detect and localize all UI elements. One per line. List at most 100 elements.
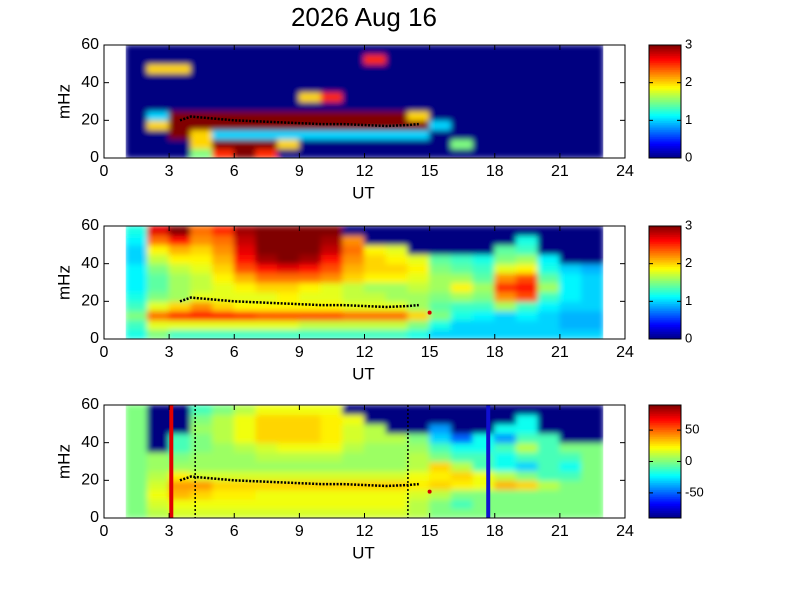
colorbar-stripe (649, 234, 681, 237)
heatmap-cell (450, 148, 474, 158)
heatmap-cell (125, 101, 148, 112)
heatmap-cell (364, 442, 387, 453)
heatmap-cell (190, 291, 214, 302)
heatmap-cell (233, 244, 257, 255)
colorbar-stripe (649, 443, 681, 446)
heatmap-cell (385, 461, 409, 472)
colorbar-stripe (649, 238, 681, 241)
heatmap-cell (320, 148, 344, 158)
heatmap-cell (125, 451, 148, 462)
heatmap-cell (342, 110, 365, 121)
x-axis-label: UT (352, 364, 375, 383)
heatmap-cell (537, 300, 561, 312)
heatmap-cell (515, 91, 539, 102)
heatmap-cell (450, 226, 474, 236)
colorbar-tick-label: 0 (685, 149, 692, 164)
heatmap-cell (364, 508, 387, 518)
heatmap-cell (450, 272, 474, 283)
heatmap-cell (515, 45, 539, 55)
heatmap-cell (190, 272, 214, 283)
heatmap-cell (125, 110, 148, 121)
heatmap-cell (494, 101, 517, 112)
heatmap-cell (342, 244, 365, 255)
heatmap-cell (450, 110, 474, 121)
heatmap-cell (407, 310, 431, 321)
heatmap-cell (581, 263, 604, 274)
heatmap-cell (298, 272, 322, 283)
heatmap-cell (342, 72, 365, 84)
colorbar-stripe (649, 72, 681, 76)
heatmap-cell (255, 45, 279, 55)
heatmap-cell (559, 53, 583, 65)
heatmap-cell (494, 413, 517, 425)
heatmap-cell (385, 291, 409, 302)
heatmap-cell (320, 282, 344, 293)
heatmap-cell (277, 498, 300, 510)
x-tick-label: 24 (616, 344, 634, 361)
colorbar-stripe (649, 468, 681, 471)
colorbar-tick-label: 0 (685, 453, 692, 468)
colorbar-stripe (649, 64, 681, 67)
figure-title: 2026 Aug 16 (291, 2, 437, 32)
y-axis-label: mHz (54, 265, 73, 300)
heatmap-cell (255, 282, 279, 293)
heatmap-cell (298, 119, 322, 131)
heatmap-cell (125, 300, 148, 312)
heatmap-cell (407, 63, 431, 74)
y-tick-label: 40 (81, 74, 99, 91)
colorbar-stripe (649, 503, 681, 506)
heatmap-cell (559, 119, 583, 131)
colorbar-stripe (649, 422, 681, 425)
heatmap-cell (125, 119, 148, 131)
colorbar-stripe (649, 51, 681, 55)
heatmap-cell (212, 479, 235, 491)
heatmap-cell (494, 129, 517, 140)
heatmap-cell (168, 405, 192, 415)
y-tick-label: 20 (81, 293, 99, 310)
heatmap-cell (190, 101, 214, 112)
heatmap-cell (515, 244, 539, 255)
heatmap-cell (559, 413, 583, 425)
heatmap-cell (212, 405, 235, 415)
colorbar-stripe (649, 496, 681, 499)
colorbar-stripe (649, 515, 681, 519)
heatmap-cell (472, 129, 496, 140)
heatmap-cell (537, 272, 561, 283)
heatmap-cell (342, 310, 365, 321)
colorbar-tick-label: 0 (685, 330, 692, 345)
peak-track (179, 475, 419, 488)
heatmap-cell (581, 282, 604, 293)
colorbar-stripe (649, 230, 681, 234)
heatmap-cell (168, 461, 192, 472)
heatmap-cell (255, 319, 279, 331)
x-tick-label: 6 (230, 344, 239, 361)
heatmap-cell (407, 451, 431, 462)
heatmap-cell (146, 291, 170, 302)
heatmap-cell (277, 45, 300, 55)
y-tick-label: 40 (81, 434, 99, 451)
x-axis-label: UT (352, 183, 375, 202)
colorbar-stripe (649, 424, 681, 427)
heatmap-cell (429, 45, 452, 55)
colorbar-stripe (649, 408, 681, 411)
heatmap-cell (515, 329, 539, 339)
colorbar-stripe (649, 294, 681, 297)
colorbar-stripe (649, 85, 681, 88)
heatmap-cell (364, 234, 387, 246)
colorbar-stripe (649, 262, 681, 266)
heatmap-cell (559, 282, 583, 293)
colorbar-stripe (649, 83, 681, 86)
y-tick-label: 20 (81, 472, 99, 489)
heatmap-cell (581, 413, 604, 425)
heatmap-cell (537, 72, 561, 84)
heatmap-cell (407, 53, 431, 65)
heatmap-cell (494, 432, 517, 444)
heatmap-cell (407, 470, 431, 481)
heatmap-cell (581, 272, 604, 283)
heatmap-cell (494, 253, 517, 265)
colorbar-stripe (649, 292, 681, 296)
colorbar-stripe (649, 429, 681, 432)
heatmap-cell (255, 234, 279, 246)
colorbar-tick-label: 3 (685, 36, 692, 51)
heatmap-cell (364, 72, 387, 84)
